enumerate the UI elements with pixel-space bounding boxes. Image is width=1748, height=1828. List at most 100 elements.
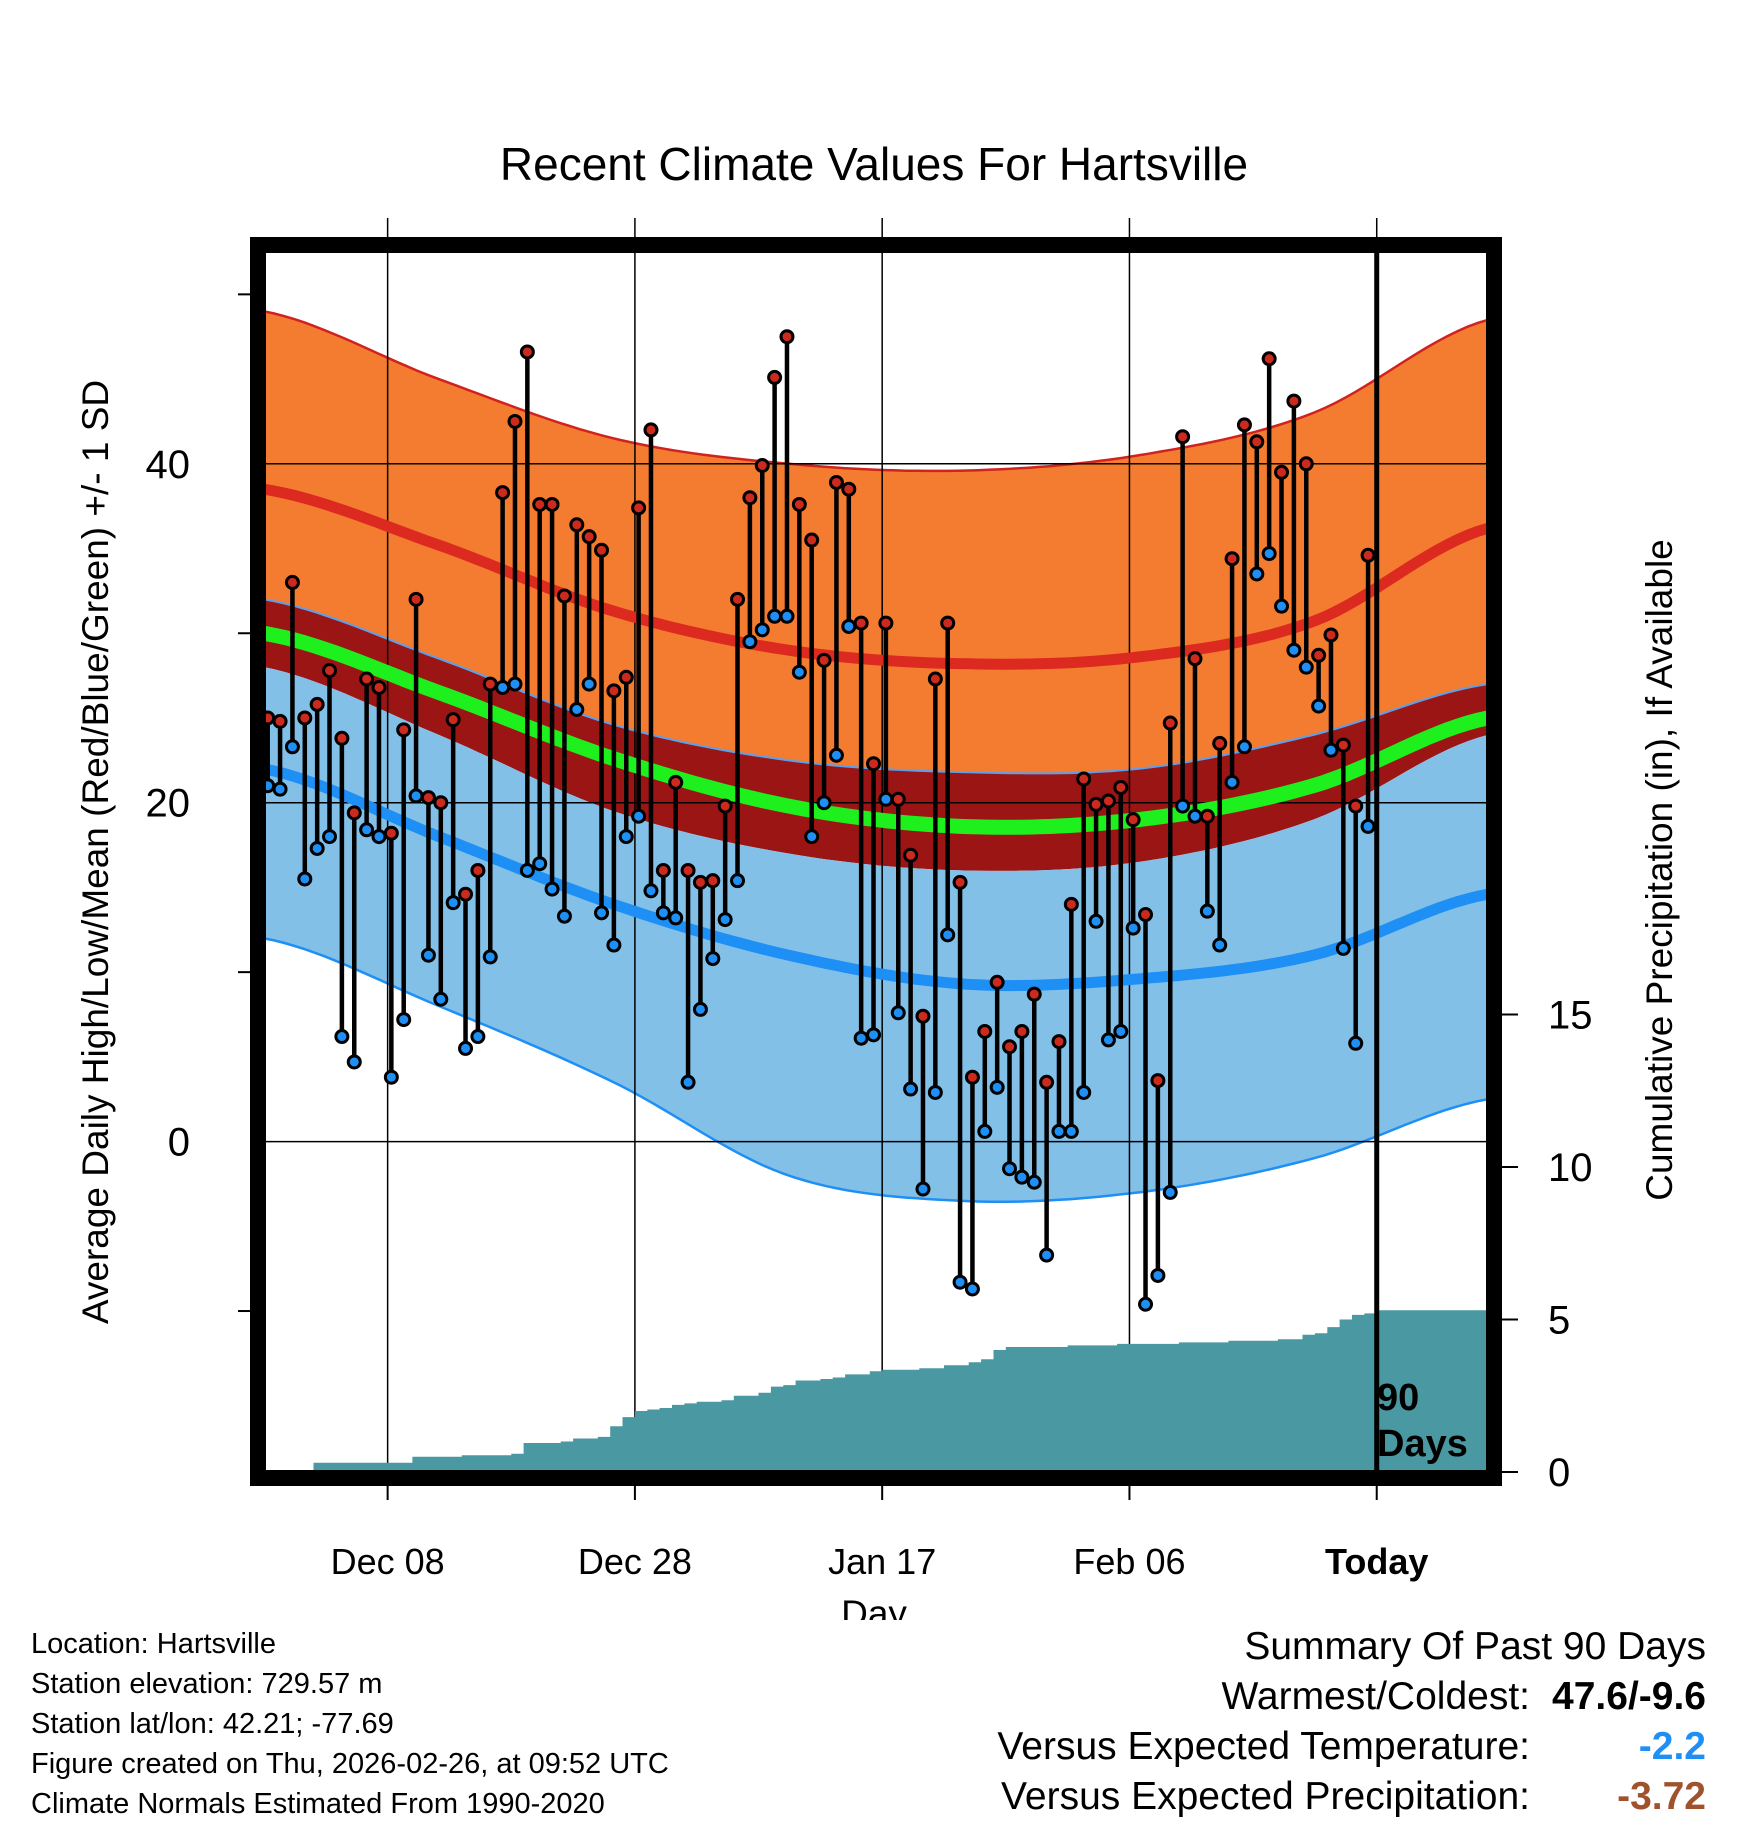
daily-low-point <box>507 676 523 692</box>
daily-low-point <box>1298 659 1314 675</box>
daily-low-point <box>433 991 449 1007</box>
daily-high-point <box>964 1069 980 1085</box>
daily-low-point <box>1162 1184 1178 1200</box>
daily-high-point <box>458 886 474 902</box>
daily-low-point <box>1063 1123 1079 1139</box>
daily-low-point <box>828 747 844 763</box>
location-text: Location: Hartsville <box>31 1628 276 1660</box>
daily-low-point <box>1187 808 1203 824</box>
daily-high-point <box>940 615 956 631</box>
daily-high-point <box>334 730 350 746</box>
daily-high-point <box>1039 1074 1055 1090</box>
daily-low-point <box>1051 1123 1067 1139</box>
daily-low-point <box>1274 598 1290 614</box>
daily-low-point <box>1113 1023 1129 1039</box>
daily-low-point <box>878 791 894 807</box>
daily-high-point <box>804 532 820 548</box>
chart-title: Recent Climate Values For Hartsville <box>500 138 1248 190</box>
daily-low-point <box>977 1123 993 1139</box>
precip-value: -3.72 <box>1617 1775 1706 1818</box>
daily-high-point <box>359 671 375 687</box>
daily-low-point <box>396 1012 412 1028</box>
daily-high-point <box>730 591 746 607</box>
station-info: Location: Hartsville Station elevation: … <box>31 1624 669 1824</box>
daily-high-point <box>581 529 597 545</box>
daily-high-point <box>433 795 449 811</box>
plot-frame <box>250 237 1502 1486</box>
daily-high-point <box>1360 547 1376 563</box>
daily-high-point <box>841 481 857 497</box>
daily-high-point <box>1212 735 1228 751</box>
daily-low-point <box>853 1030 869 1046</box>
x-tick-label: Dec 08 <box>331 1541 445 1582</box>
daily-low-point <box>927 1084 943 1100</box>
daily-high-point <box>1311 647 1327 663</box>
daily-low-point <box>655 905 671 921</box>
daily-high-point <box>952 874 968 890</box>
daily-low-point <box>779 608 795 624</box>
daily-high-point <box>495 485 511 501</box>
y-tick-label: 40 <box>146 443 191 487</box>
daily-high-point <box>420 790 436 806</box>
warm-cold-label: Warmest/Coldest: <box>1221 1675 1530 1718</box>
daily-low-point <box>594 905 610 921</box>
daily-high-point <box>1249 434 1265 450</box>
daily-low-point <box>458 1040 474 1056</box>
x-axis-title: Day <box>841 1593 907 1620</box>
daily-high-point <box>297 710 313 726</box>
daily-low-point <box>1212 937 1228 953</box>
daily-high-point <box>890 791 906 807</box>
daily-low-point <box>334 1029 350 1045</box>
daily-high-point <box>408 591 424 607</box>
daily-low-point <box>1360 818 1376 834</box>
daily-low-point <box>1224 774 1240 790</box>
daily-low-point <box>1138 1296 1154 1312</box>
y2-tick-label: 0 <box>1548 1451 1570 1495</box>
daily-low-point <box>532 856 548 872</box>
x-tick-label: Feb 06 <box>1073 1541 1185 1582</box>
daily-high-point <box>482 676 498 692</box>
daily-high-point <box>742 490 758 506</box>
daily-high-point <box>927 671 943 687</box>
daily-low-point <box>309 840 325 856</box>
daily-high-point <box>668 774 684 790</box>
normals-text: Climate Normals Estimated From 1990-2020 <box>31 1788 605 1820</box>
elevation-text: Station elevation: 729.57 m <box>31 1668 383 1700</box>
daily-high-point <box>1014 1023 1030 1039</box>
y-tick-label: 0 <box>168 1121 190 1165</box>
daily-low-point <box>519 862 535 878</box>
y2-axis-title: Cumulative Precipitation (in), If Availa… <box>1639 539 1680 1201</box>
daily-low-point <box>940 927 956 943</box>
daily-low-point <box>408 788 424 804</box>
warm-cold-value: 47.6/-9.6 <box>1552 1675 1706 1718</box>
x-tick-label: Jan 17 <box>828 1541 936 1582</box>
daily-low-point <box>495 679 511 695</box>
daily-low-point <box>791 664 807 680</box>
daily-low-point <box>1261 546 1277 562</box>
daily-high-point <box>692 874 708 890</box>
daily-low-point <box>680 1074 696 1090</box>
daily-low-point <box>1236 739 1252 755</box>
high-upper-line <box>264 310 1488 473</box>
daily-low-point <box>1039 1247 1055 1263</box>
daily-low-point <box>804 829 820 845</box>
daily-high-point <box>507 413 523 429</box>
daily-high-point <box>1150 1073 1166 1089</box>
daily-low-point <box>544 881 560 897</box>
daily-high-point <box>470 862 486 878</box>
daily-high-point <box>779 329 795 345</box>
normal-high-line <box>264 483 1488 670</box>
daily-low-point <box>705 951 721 967</box>
daily-low-point <box>952 1274 968 1290</box>
daily-low-point <box>482 949 498 965</box>
daily-high-point <box>1051 1034 1067 1050</box>
latlon-text: Station lat/lon: 42.21; -77.69 <box>31 1708 394 1740</box>
daily-low-point <box>1311 698 1327 714</box>
daily-low-point <box>470 1029 486 1045</box>
daily-high-point <box>754 458 770 473</box>
daily-low-point <box>915 1181 931 1197</box>
daily-high-point <box>371 679 387 695</box>
daily-high-point <box>1224 551 1240 567</box>
daily-high-point <box>717 798 733 814</box>
climate-chart: Recent Climate Values For Hartsville 90 … <box>75 138 1680 1620</box>
